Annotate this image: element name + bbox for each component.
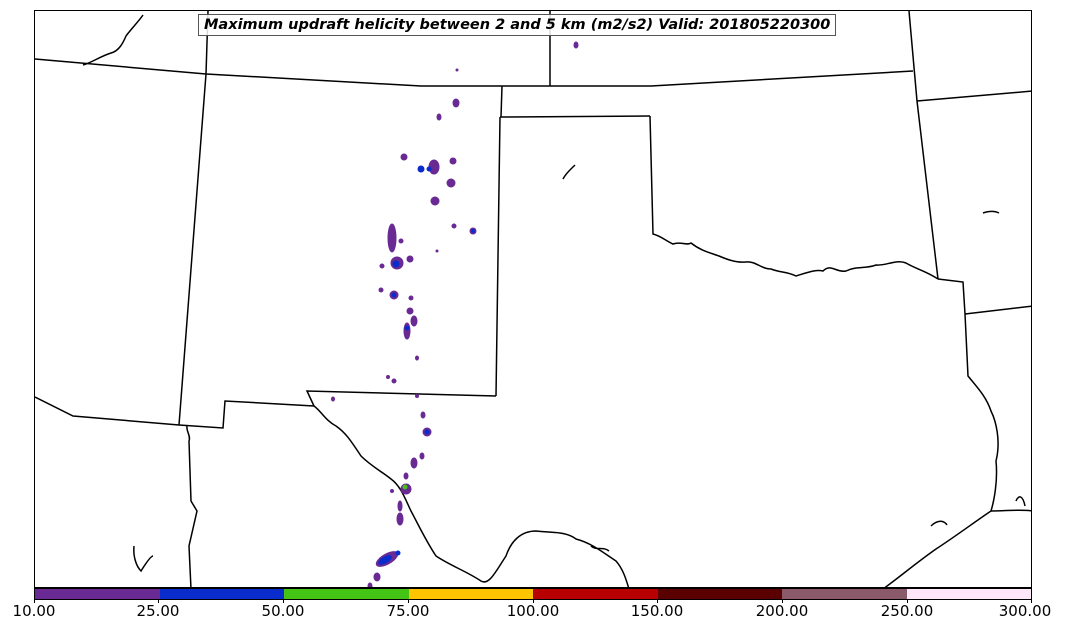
border-ar-la [964,305,1031,315]
colorbar-segment-8 [906,589,1031,599]
baja-coast [133,545,154,573]
border-mo-ks [908,11,918,102]
border-ok-tx-redriver [649,115,939,280]
border-ar-tx [937,278,966,315]
rio-grande [313,405,630,587]
border-north [35,58,914,87]
border-nm-mexico [178,400,315,429]
colorbar-label: 250.00 [880,602,934,620]
border-nm-tx-south [305,390,497,407]
colorbar-label: 300.00 [998,602,1052,620]
state-boundaries [35,11,1031,587]
border-nm-north [500,85,503,118]
lake-arkansas [982,210,1000,214]
lake-tx-1 [590,545,610,552]
colorbar-segment-3 [284,589,409,599]
colorbar-tick [533,599,534,603]
map-canvas [35,11,1031,587]
colorbar-tick [158,599,159,603]
colorbar-tick [907,599,908,603]
map-area [34,10,1032,588]
border-ok-ar [916,100,939,280]
colorbar-label: 25.00 [136,602,180,620]
border-nm-tx [495,116,501,397]
ca-coast-north [82,14,144,66]
colorbar-label: 10.00 [12,602,56,620]
border-az-mexico [35,396,180,426]
colorbar-tick [657,599,658,603]
colorbar-label: 50.00 [261,602,305,620]
helicity-swaths [331,41,579,587]
lake-tx-2 [930,520,948,527]
colorbar-label: 200.00 [755,602,809,620]
lake-tx-3 [1015,496,1026,507]
gulf-coast [990,509,1031,512]
border-az-nm [178,73,207,426]
colorbar-tick [34,599,35,603]
colorbar-segment-4 [408,589,533,599]
border-tx-la [964,313,999,512]
colorbar-tick [782,599,783,603]
colorbar-label: 150.00 [630,602,684,620]
tx-coast [884,510,992,587]
colorbar-segment-5 [533,589,658,599]
colorbar-label: 100.00 [506,602,560,620]
colorbar-segment-6 [657,589,782,599]
colorbar-tick [1031,599,1032,603]
lake-texoma [562,164,576,180]
map-title: Maximum updraft helicity between 2 and 5… [198,14,837,36]
border-ok-ks [499,115,651,118]
colorbar-segment-1 [35,589,160,599]
colorbar-tick [283,599,284,603]
colorbar-segment-7 [782,589,907,599]
border-mo-ar-line [916,90,1031,102]
colorbar-tick [408,599,409,603]
border-sonora [186,425,198,587]
colorbar-label: 75.00 [386,602,430,620]
colorbar-segment-2 [159,589,284,599]
